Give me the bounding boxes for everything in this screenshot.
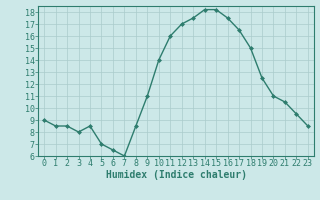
X-axis label: Humidex (Indice chaleur): Humidex (Indice chaleur) <box>106 170 246 180</box>
